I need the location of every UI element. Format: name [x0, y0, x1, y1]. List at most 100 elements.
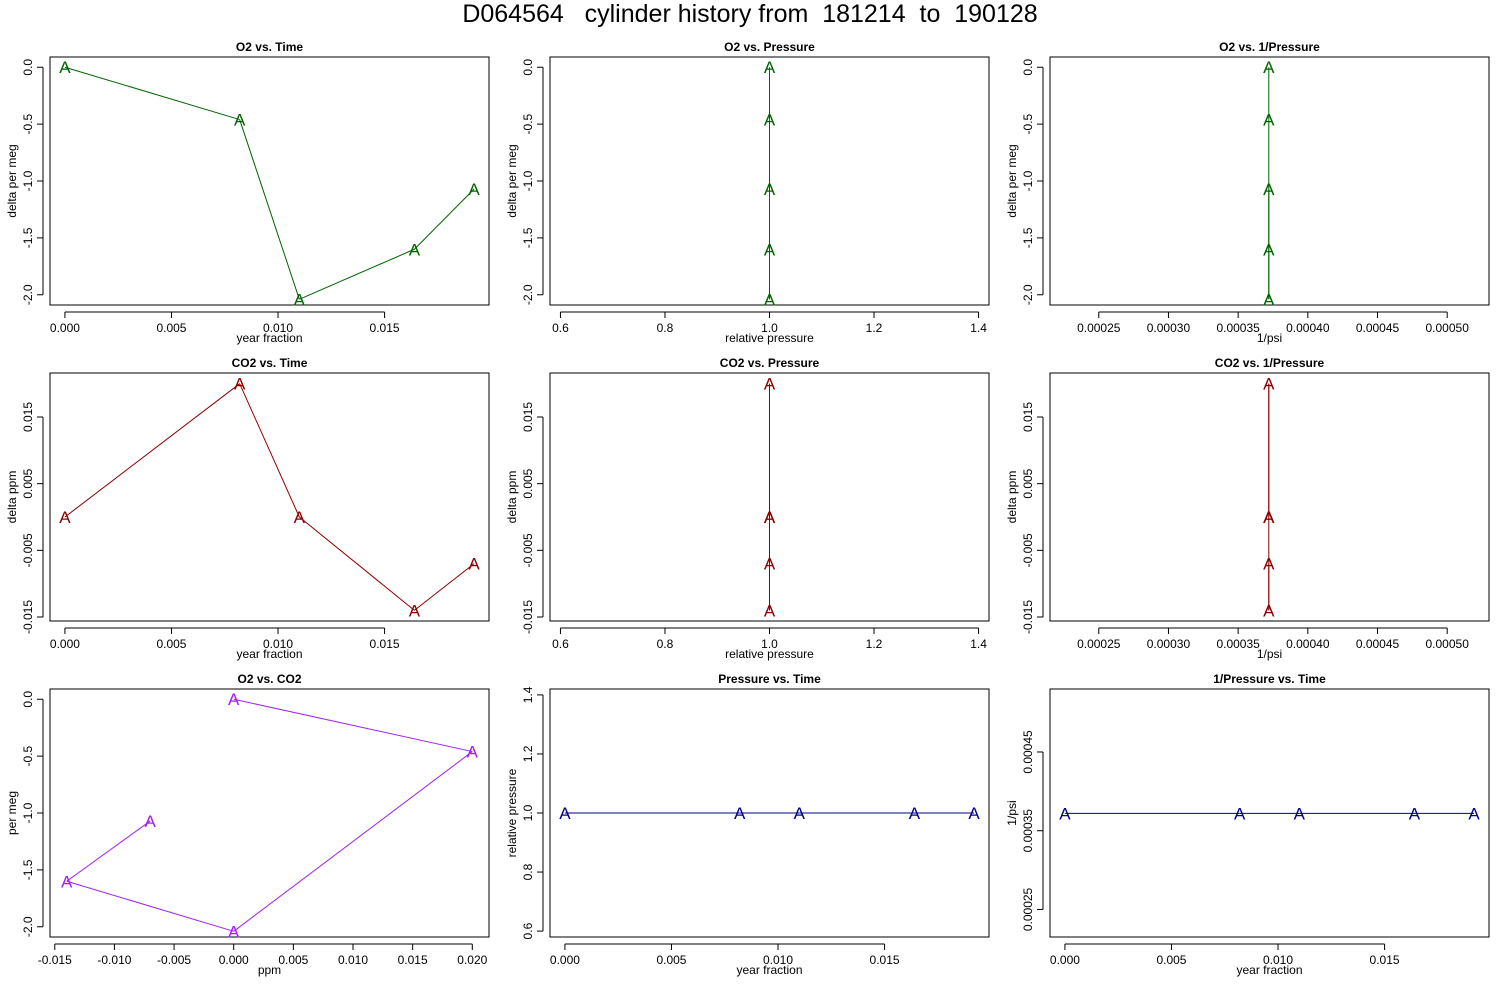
x-axis-label: relative pressure [725, 331, 814, 345]
data-point-marker: A [234, 375, 246, 394]
x-tick-label: 0.000 [50, 321, 80, 335]
x-tick-label: 0.020 [457, 953, 487, 967]
plot-frame [1049, 372, 1490, 622]
data-point-marker: A [909, 804, 921, 823]
x-tick-label: 0.010 [1263, 953, 1293, 967]
plot-frame [49, 688, 490, 938]
series-line-segment [299, 248, 415, 300]
y-axis-label: delta ppm [5, 471, 19, 524]
series-line-segment [64, 383, 240, 518]
series-line-segment [299, 516, 415, 611]
y-tick-label: 0.005 [521, 468, 535, 498]
x-axis-label: year fraction [1236, 963, 1302, 977]
plot-title: CO2 vs. Pressure [720, 356, 820, 370]
data-point-marker: A [1263, 601, 1275, 620]
plot-frame [1049, 56, 1490, 306]
x-tick-label: 0.6 [552, 637, 569, 651]
plot-frame [49, 56, 490, 306]
x-axis-label: 1/psi [1257, 647, 1282, 661]
data-point-marker: A [234, 111, 246, 130]
x-tick-label: 0.015 [370, 321, 400, 335]
x-axis-label: year fraction [236, 331, 302, 345]
y-axis-label: relative pressure [505, 768, 519, 857]
y-tick-label: -1.0 [21, 170, 35, 191]
data-point-marker: A [59, 508, 71, 527]
y-axis-label: delta ppm [505, 471, 519, 524]
plot-panel-4: CO2 vs. Time 0.000 0.005 0.010 0.015 year fra… [5, 356, 490, 661]
data-point-marker: A [1294, 804, 1306, 823]
plot-frame [1049, 688, 1490, 938]
data-point-marker: A [59, 58, 71, 77]
plot-title: O2 vs. Time [236, 40, 303, 54]
x-tick-label: 0.015 [1370, 953, 1400, 967]
x-axis-label: year fraction [736, 963, 802, 977]
data-point-marker: A [1263, 240, 1275, 259]
y-tick-label: -1.5 [21, 227, 35, 248]
plot-title: CO2 vs. 1/Pressure [1215, 356, 1325, 370]
x-tick-label: 0.00025 [1077, 637, 1121, 651]
data-point-marker: A [764, 508, 776, 527]
y-tick-label: 1.0 [521, 804, 535, 821]
x-tick-label: 1.2 [866, 321, 883, 335]
data-point-marker: A [764, 290, 776, 309]
x-tick-label: 0.010 [263, 637, 293, 651]
x-tick-label: 0.010 [763, 953, 793, 967]
y-axis-label: delta ppm [1005, 471, 1019, 524]
y-tick-label: -2.0 [21, 916, 35, 937]
data-point-marker: A [764, 180, 776, 199]
x-tick-label: 0.015 [870, 953, 900, 967]
data-point-marker: A [468, 555, 480, 574]
data-point-marker: A [559, 804, 571, 823]
x-tick-label: 0.005 [1156, 953, 1186, 967]
page-title: D064564 cylinder history from 181214 to … [462, 0, 1038, 28]
x-tick-label: 0.000 [1050, 953, 1080, 967]
x-tick-label: 0.00025 [1077, 321, 1121, 335]
x-tick-label: 1.2 [866, 637, 883, 651]
x-tick-label: 0.015 [370, 637, 400, 651]
x-tick-label: 0.00030 [1147, 321, 1191, 335]
y-tick-label: 0.0 [521, 59, 535, 76]
y-tick-label: -1.0 [21, 802, 35, 823]
data-point-marker: A [968, 804, 980, 823]
x-tick-label: 0.00045 [1356, 637, 1400, 651]
y-tick-label: -1.5 [21, 859, 35, 880]
data-point-marker: A [1263, 508, 1275, 527]
series-line-segment [66, 880, 234, 932]
y-tick-label: -2.0 [21, 284, 35, 305]
x-tick-label: 0.00030 [1147, 637, 1191, 651]
data-point-marker: A [294, 290, 306, 309]
data-point-marker: A [467, 743, 479, 762]
plot-title: O2 vs. CO2 [237, 672, 301, 686]
y-tick-label: 0.00045 [1021, 730, 1035, 774]
y-tick-label: 0.0 [1021, 59, 1035, 76]
y-tick-label: -0.005 [21, 533, 35, 567]
y-tick-label: 0.015 [21, 402, 35, 432]
y-tick-label: -1.5 [521, 227, 535, 248]
series-line-segment [239, 383, 300, 518]
x-tick-label: 0.000 [219, 953, 249, 967]
x-axis-label: ppm [258, 963, 281, 977]
series-line-segment [414, 188, 475, 250]
plot-frame [549, 56, 990, 306]
data-point-marker: A [468, 180, 480, 199]
data-point-marker: A [764, 601, 776, 620]
y-tick-label: 0.8 [521, 863, 535, 880]
data-point-marker: A [734, 804, 746, 823]
y-axis-label: per meg [5, 791, 19, 835]
series-line-segment [233, 698, 473, 753]
y-axis-label: delta per meg [1005, 144, 1019, 217]
data-point-marker: A [764, 375, 776, 394]
data-point-marker: A [294, 508, 306, 527]
y-tick-label: -2.0 [521, 284, 535, 305]
y-tick-label: -2.0 [1021, 284, 1035, 305]
y-tick-label: -1.5 [1021, 227, 1035, 248]
plot-panel-9: 1/Pressure vs. Time 0.000 0.005 0.010 0.015 y… [1005, 672, 1490, 977]
data-point-marker: A [764, 111, 776, 130]
plot-panel-3: O2 vs. 1/Pressure 0.00025 0.00030 0.00035 0.… [1005, 40, 1490, 345]
y-tick-label: -0.015 [21, 600, 35, 634]
x-tick-label: 0.8 [657, 637, 674, 651]
y-tick-label: -0.015 [1021, 600, 1035, 634]
data-point-marker: A [1059, 804, 1071, 823]
data-point-marker: A [1263, 58, 1275, 77]
plot-panel-1: O2 vs. Time 0.000 0.005 0.010 0.015 year frac… [5, 40, 490, 345]
